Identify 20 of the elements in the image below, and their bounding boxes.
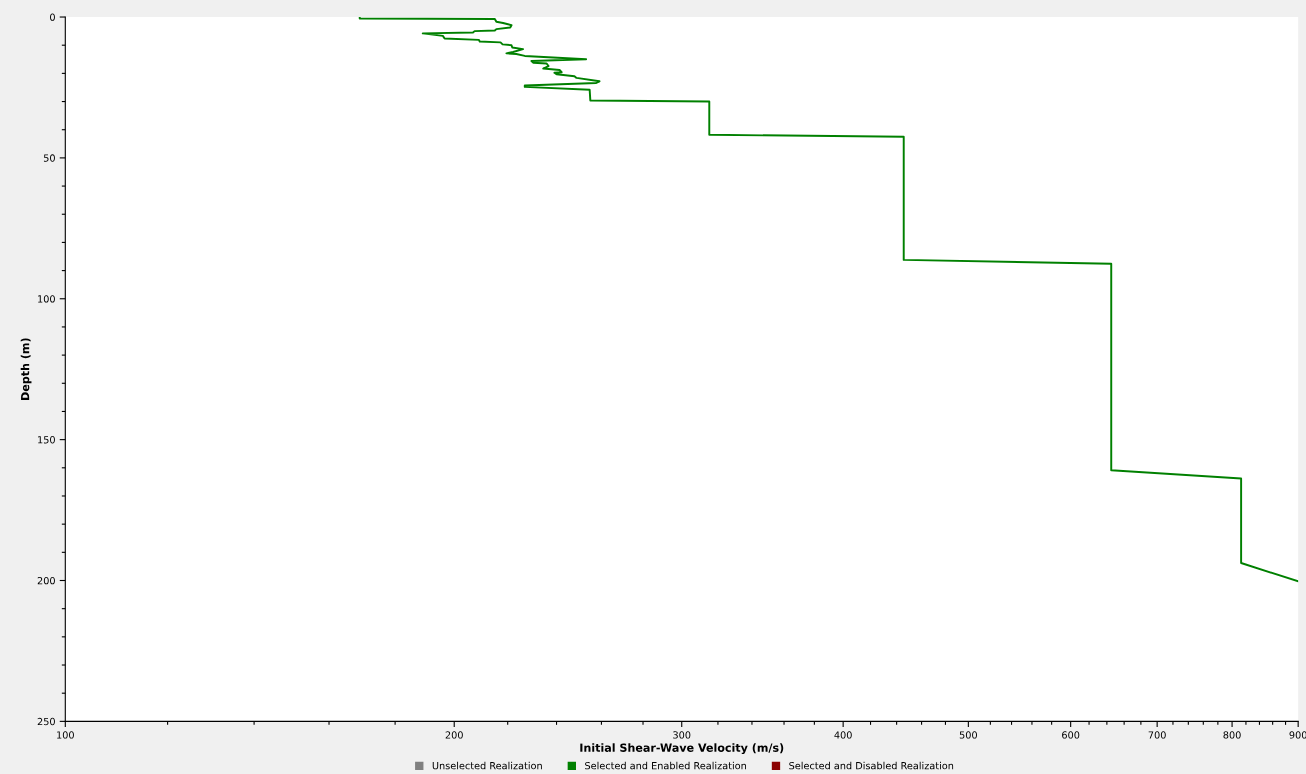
y-axis-title: Depth (m) <box>20 338 32 400</box>
x-tick-label: 900 <box>1289 731 1306 739</box>
legend-label: Selected and Disabled Realization <box>789 761 954 770</box>
y-tick-label: 200 <box>37 576 55 585</box>
x-tick-label: 500 <box>959 731 977 739</box>
y-tick-label: 150 <box>38 436 55 444</box>
y-tick-label: 250 <box>37 717 55 726</box>
y-tick-label: 0 <box>50 13 55 21</box>
x-tick-label: 300 <box>673 731 691 739</box>
y-tick-label: 50 <box>43 154 55 162</box>
x-axis-title: Initial Shear-Wave Velocity (m/s) <box>580 743 784 755</box>
x-tick-label: 800 <box>1223 731 1241 739</box>
y-tick-label: 100 <box>38 295 55 303</box>
x-tick-label: 700 <box>1148 731 1166 739</box>
x-tick-label: 600 <box>1062 731 1080 739</box>
x-tick-label: 400 <box>834 731 852 739</box>
x-tick-label: 100 <box>57 731 74 739</box>
legend-label: Selected and Enabled Realization <box>585 761 746 770</box>
legend-label: Unselected Realization <box>432 761 542 770</box>
x-tick-label: 200 <box>445 731 463 739</box>
